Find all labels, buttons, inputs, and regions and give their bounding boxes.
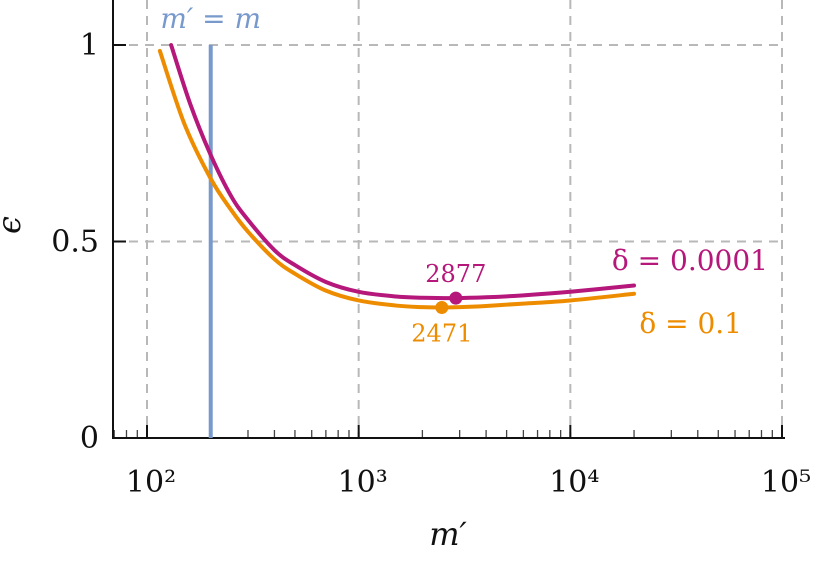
series-minimum-marker bbox=[435, 301, 449, 315]
series-line bbox=[157, 48, 637, 310]
grid bbox=[113, 0, 785, 438]
reference-line-label: m′ = m bbox=[160, 2, 261, 35]
y-axis-title: ϵ bbox=[0, 216, 28, 234]
marker-label: 2877 bbox=[425, 260, 486, 288]
x-minor-ticks bbox=[113, 430, 773, 438]
y-tick-label: 0.5 bbox=[51, 225, 99, 260]
x-axis-title: m′ bbox=[429, 515, 467, 553]
series-minimum-marker bbox=[449, 291, 463, 305]
axes: 10² 10³ 10⁴ 10⁵ 0 0.5 1 bbox=[51, 0, 811, 500]
x-tick-label: 10³ bbox=[338, 465, 388, 500]
series-label: δ = 0.1 bbox=[639, 307, 742, 340]
x-tick-label: 10⁵ bbox=[761, 465, 811, 500]
y-tick-label: 0 bbox=[80, 421, 99, 456]
series-label: δ = 0.0001 bbox=[612, 244, 768, 277]
series-group bbox=[157, 43, 637, 315]
marker-label: 2471 bbox=[411, 320, 472, 348]
labels: 2877 δ = 0.0001 2471 δ = 0.1 bbox=[411, 244, 768, 348]
y-tick-label: 1 bbox=[80, 28, 99, 63]
series-line bbox=[169, 43, 637, 301]
x-tick-label: 10⁴ bbox=[549, 465, 599, 500]
reference-line-group: m′ = m bbox=[160, 2, 261, 438]
x-tick-label: 10² bbox=[126, 465, 176, 500]
